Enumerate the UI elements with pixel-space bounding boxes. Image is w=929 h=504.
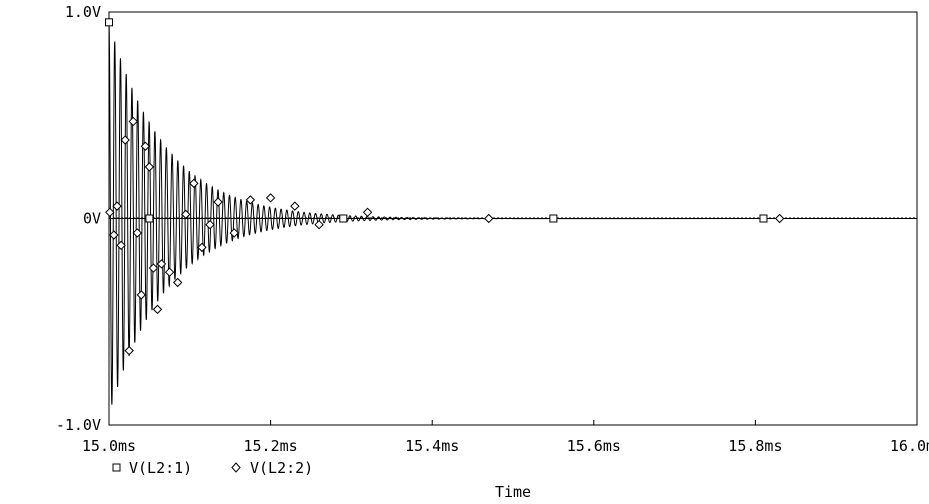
marker-diamond-v-l2-2 <box>197 242 207 253</box>
marker-diamond-v-l2-2 <box>109 230 119 240</box>
marker-diamond-v-l2-2 <box>112 201 122 211</box>
legend-square-icon <box>112 463 121 472</box>
axis-ticks: 15.0ms 15.2ms 15.4ms 15.6ms 15.8ms 16.0ms 1.0V… <box>56 3 929 455</box>
marker-square-v-l2-1 <box>759 214 768 223</box>
traces <box>108 22 918 405</box>
marker-diamond-v-l2-2 <box>362 207 373 218</box>
x-tick-label: 15.8ms <box>728 437 782 455</box>
marker-diamond-v-l2-2 <box>105 207 115 218</box>
x-tick-label: 15.0ms <box>82 437 136 455</box>
marker-diamond-v-l2-2 <box>148 263 159 273</box>
marker-diamond-v-l2-2 <box>156 259 167 269</box>
marker-diamond-v-l2-2 <box>205 219 215 230</box>
x-tick-label: 16.0ms <box>890 437 929 455</box>
legend-label-l2-2: V(L2:2) <box>250 459 313 477</box>
legend: V(L2:1) V(L2:2) <box>112 459 313 477</box>
marker-diamond-v-l2-2 <box>774 213 785 224</box>
marker-diamond-v-l2-2 <box>152 304 163 315</box>
marker-diamond-v-l2-2 <box>484 213 494 224</box>
marker-diamond-v-l2-2 <box>245 195 256 205</box>
markers <box>105 18 785 356</box>
marker-diamond-v-l2-2 <box>229 228 239 238</box>
marker-diamond-v-l2-2 <box>213 197 223 207</box>
marker-square-v-l2-1 <box>105 18 113 27</box>
marker-diamond-v-l2-2 <box>120 135 130 145</box>
marker-diamond-v-l2-2 <box>314 219 324 230</box>
marker-diamond-v-l2-2 <box>265 193 276 203</box>
marker-diamond-v-l2-2 <box>132 228 142 238</box>
marker-square-v-l2-1 <box>145 214 154 223</box>
legend-label-l2-1: V(L2:1) <box>129 459 192 477</box>
marker-diamond-v-l2-2 <box>164 267 175 277</box>
marker-diamond-v-l2-2 <box>116 240 126 251</box>
marker-diamond-v-l2-2 <box>172 277 183 288</box>
marker-diamond-v-l2-2 <box>136 290 147 300</box>
series-line-v-l2-2 <box>108 22 918 405</box>
marker-diamond-v-l2-2 <box>181 209 191 220</box>
marker-square-v-l2-1 <box>339 214 348 223</box>
legend-diamond-icon <box>231 462 241 473</box>
x-tick-label: 15.6ms <box>567 437 621 455</box>
marker-diamond-v-l2-2 <box>124 345 134 356</box>
y-tick-label: 1.0V <box>65 3 101 21</box>
y-tick-label: 0V <box>83 210 101 228</box>
x-tick-label: 15.2ms <box>244 437 298 455</box>
marker-diamond-v-l2-2 <box>189 178 199 189</box>
x-tick-label: 15.4ms <box>405 437 459 455</box>
x-axis-title: Time <box>495 483 531 501</box>
marker-square-v-l2-1 <box>549 214 558 223</box>
marker-diamond-v-l2-2 <box>128 116 138 127</box>
y-tick-label: -1.0V <box>56 416 101 434</box>
marker-diamond-v-l2-2 <box>140 141 151 151</box>
marker-diamond-v-l2-2 <box>144 162 155 172</box>
marker-diamond-v-l2-2 <box>290 201 300 211</box>
